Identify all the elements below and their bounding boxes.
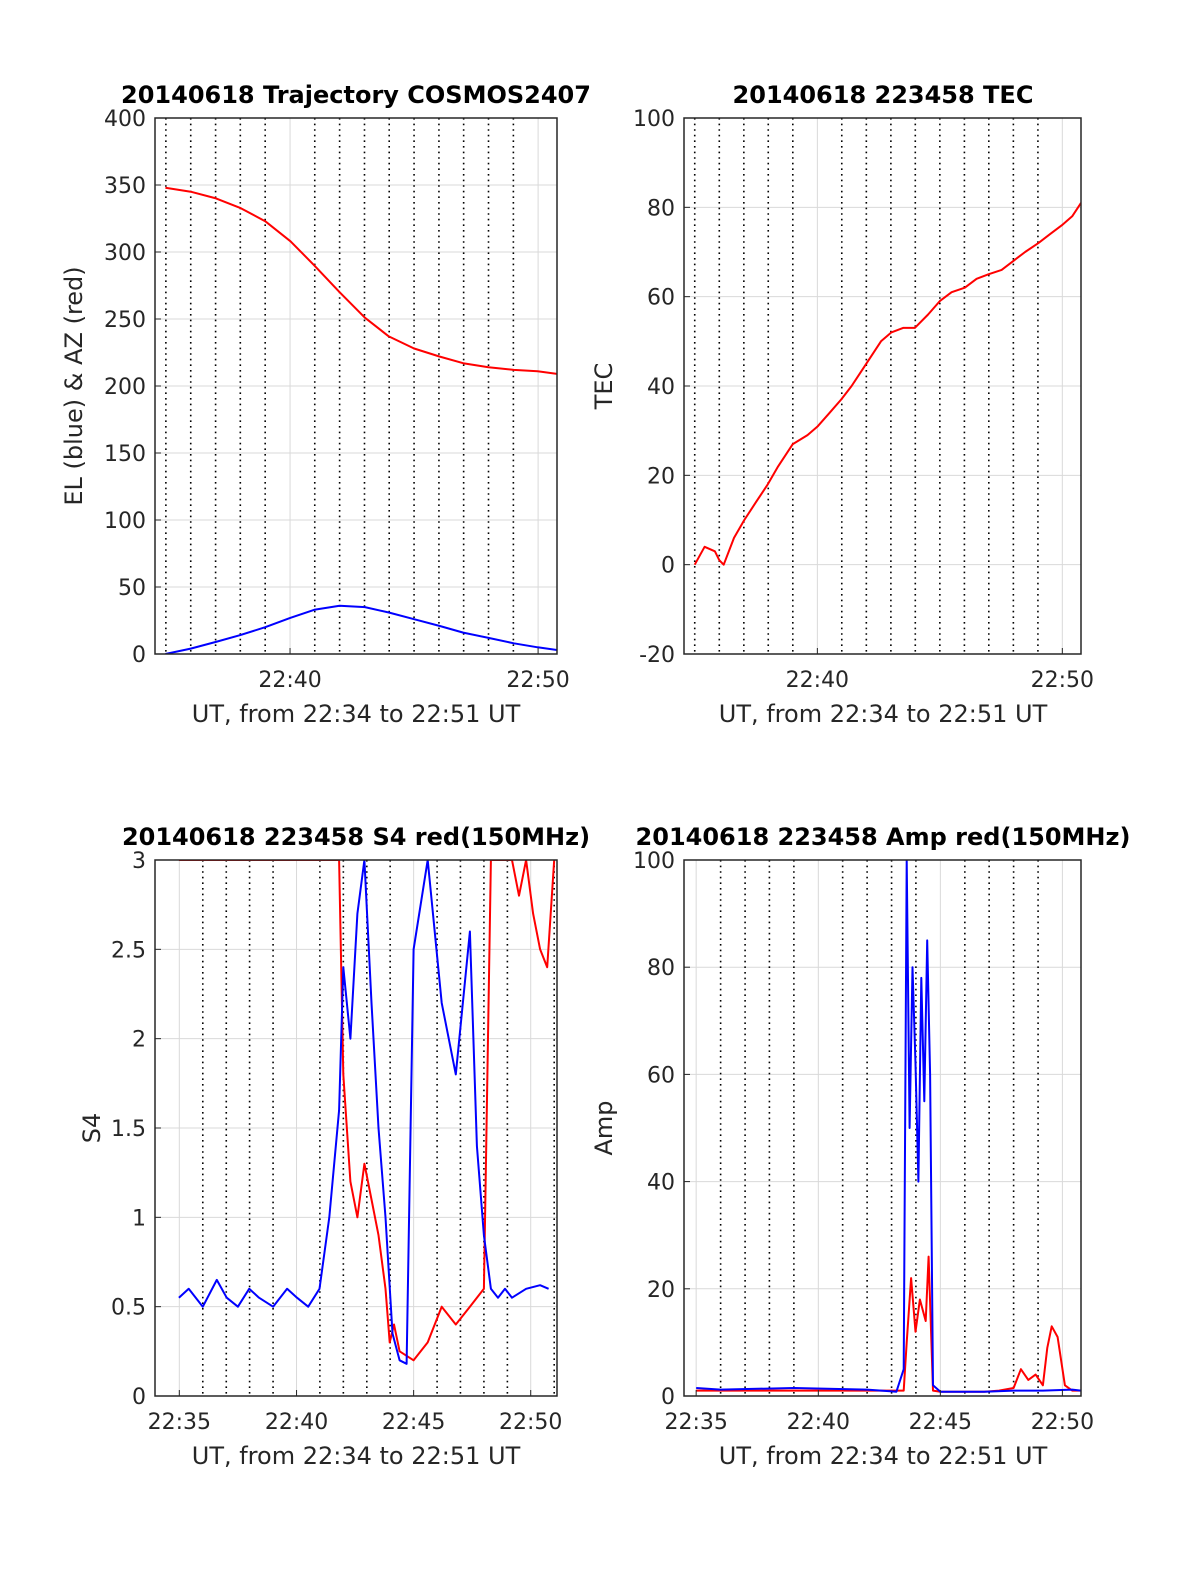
trajectory-xlabel: UT, from 22:34 to 22:51 UT xyxy=(192,700,521,728)
s4-ytick-label-6: 3 xyxy=(132,849,146,874)
trajectory-ytick-label-8: 400 xyxy=(104,107,146,132)
amp-title: 20140618 223458 Amp red(150MHz) xyxy=(636,823,1131,851)
trajectory-ylabel: EL (blue) & AZ (red) xyxy=(60,266,88,505)
amp-xtick-label-0: 22:35 xyxy=(664,1410,727,1435)
tec-ytick-label-0: -20 xyxy=(639,643,675,668)
tec-series-0 xyxy=(693,202,1081,566)
s4-ylabel: S4 xyxy=(78,1113,106,1144)
s4-ytick-label-0: 0 xyxy=(132,1385,146,1410)
trajectory-series-group xyxy=(165,186,557,654)
tec-ylabel: TEC xyxy=(590,363,618,411)
trajectory-ytick-label-4: 200 xyxy=(104,375,146,400)
amp-ytick-label-4: 80 xyxy=(647,956,675,981)
s4-ytick-label-1: 0.5 xyxy=(111,1296,146,1321)
amp-ytick-label-1: 20 xyxy=(647,1278,675,1303)
s4-xtick-label-0: 22:35 xyxy=(148,1410,211,1435)
s4-xlabel: UT, from 22:34 to 22:51 UT xyxy=(192,1442,521,1470)
panel-tec: 20140618 223458 TEC UT, from 22:34 to 22… xyxy=(590,81,1094,728)
trajectory-series-1 xyxy=(165,604,557,654)
trajectory-ytick-label-6: 300 xyxy=(104,241,146,266)
s4-xtick-label-1: 22:40 xyxy=(265,1410,328,1435)
trajectory-xtick-label-0: 22:40 xyxy=(258,668,321,693)
tec-title: 20140618 223458 TEC xyxy=(733,81,1034,109)
s4-title: 20140618 223458 S4 red(150MHz) xyxy=(122,823,590,851)
s4-ytick-label-2: 1 xyxy=(132,1206,146,1231)
trajectory-title: 20140618 Trajectory COSMOS2407 xyxy=(121,81,591,109)
tec-ytick-label-1: 0 xyxy=(661,554,675,579)
amp-xtick-label-1: 22:40 xyxy=(787,1410,850,1435)
amp-axes-box xyxy=(683,859,1082,1397)
s4-ytick-label-3: 1.5 xyxy=(111,1117,146,1142)
amp-series-group xyxy=(696,860,1081,1393)
s4-ytick-label-4: 2 xyxy=(132,1028,146,1053)
tec-ytick-label-4: 60 xyxy=(647,286,675,311)
trajectory-ytick-label-7: 350 xyxy=(104,174,146,199)
trajectory-plot: 0 50 100 150 200 250 300 350 400 22:40 22:50 xyxy=(104,107,570,693)
amp-xtick-label-2: 22:45 xyxy=(909,1410,972,1435)
panel-amp: 20140618 223458 Amp red(150MHz) UT, from… xyxy=(590,823,1130,1470)
amp-series-1 xyxy=(696,860,1081,1393)
panel-s4: 20140618 223458 S4 red(150MHz) UT, from … xyxy=(78,823,590,1470)
amp-ytick-label-0: 0 xyxy=(661,1385,675,1410)
amp-ytick-label-5: 100 xyxy=(633,849,675,874)
tec-xtick-label-0: 22:40 xyxy=(786,668,849,693)
tec-ytick-label-5: 80 xyxy=(647,196,675,221)
amp-xlabel: UT, from 22:34 to 22:51 UT xyxy=(719,1442,1048,1470)
trajectory-ytick-label-0: 0 xyxy=(132,643,146,668)
s4-ytick-label-5: 2.5 xyxy=(111,938,146,963)
tec-series-group xyxy=(693,202,1081,566)
trajectory-ytick-label-2: 100 xyxy=(104,509,146,534)
amp-ylabel: Amp xyxy=(590,1100,618,1155)
s4-series-1 xyxy=(178,860,549,1365)
amp-ytick-label-2: 40 xyxy=(647,1171,675,1196)
s4-plot: 0 0.5 1 1.5 2 2.5 3 22:35 22:40 22:45 22:50 xyxy=(111,849,562,1435)
amp-xtick-label-3: 22:50 xyxy=(1031,1410,1094,1435)
amp-ytick-label-3: 60 xyxy=(647,1063,675,1088)
s4-xtick-label-2: 22:45 xyxy=(382,1410,445,1435)
amp-plot: 0 20 40 60 80 100 22:35 22:40 22:45 22:50 xyxy=(633,849,1094,1435)
tec-ytick-label-6: 100 xyxy=(633,107,675,132)
tec-ytick-label-3: 40 xyxy=(647,375,675,400)
trajectory-ytick-label-1: 50 xyxy=(118,576,146,601)
trajectory-series-0 xyxy=(165,186,557,375)
s4-series-group xyxy=(178,860,556,1365)
tec-xtick-label-1: 22:50 xyxy=(1031,668,1094,693)
trajectory-ytick-label-5: 250 xyxy=(104,308,146,333)
trajectory-xtick-label-1: 22:50 xyxy=(506,668,569,693)
tec-xlabel: UT, from 22:34 to 22:51 UT xyxy=(719,700,1048,728)
tec-plot: -20 0 20 40 60 80 100 22:40 22:50 xyxy=(633,107,1094,693)
panel-trajectory: 20140618 Trajectory COSMOS2407 UT, from … xyxy=(60,81,591,728)
s4-xtick-label-3: 22:50 xyxy=(499,1410,562,1435)
s4-series-0 xyxy=(178,860,556,1362)
amp-plot-area xyxy=(684,860,1081,1396)
trajectory-ytick-label-3: 150 xyxy=(104,442,146,467)
tec-ytick-label-2: 20 xyxy=(647,464,675,489)
